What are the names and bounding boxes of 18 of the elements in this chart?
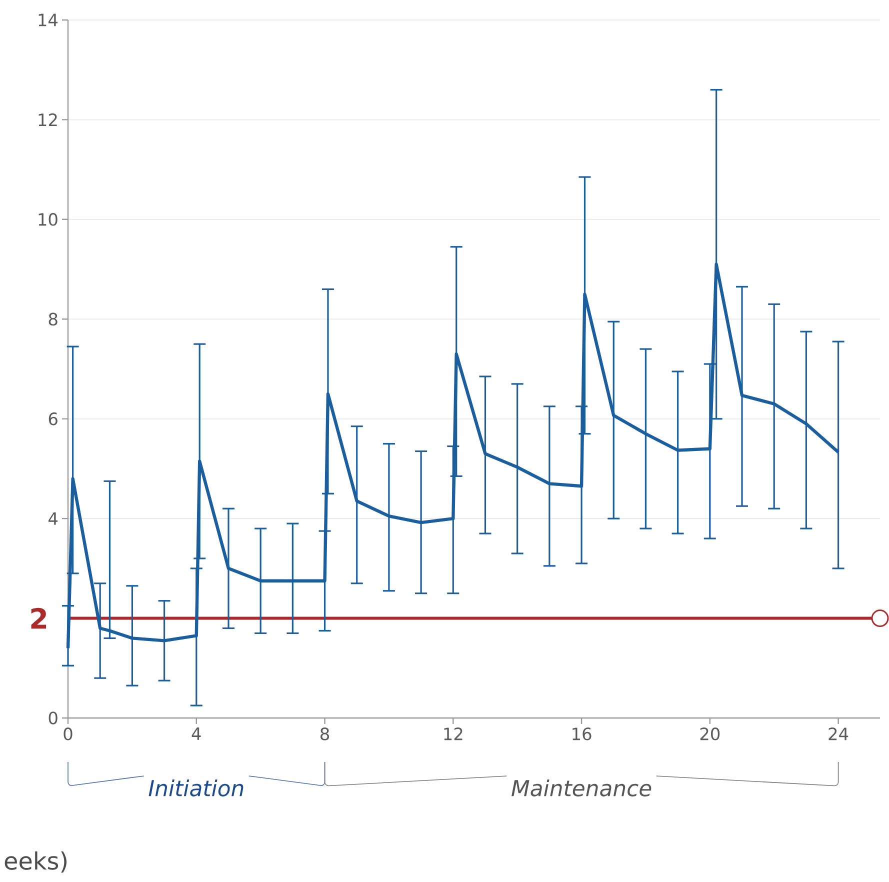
x-tick-label: 8 bbox=[320, 727, 330, 740]
y-tick-label: 4 bbox=[48, 512, 58, 525]
text: Initiation bbox=[148, 780, 244, 796]
x-tick-label: 16 bbox=[572, 727, 592, 740]
ref-line-label: 2 bbox=[31, 608, 46, 629]
y-tick-label: 6 bbox=[48, 412, 58, 426]
y-tick-label: 12 bbox=[38, 113, 57, 126]
y-tick-label: 8 bbox=[48, 312, 58, 326]
y-tick-label: 0 bbox=[48, 712, 58, 724]
x-axis-title: eeks) bbox=[4, 851, 67, 873]
x-tick-label: 20 bbox=[700, 727, 720, 740]
x-tick-label: 24 bbox=[828, 727, 848, 740]
x-tick-label: 0 bbox=[64, 727, 72, 740]
x-tick-label: 4 bbox=[192, 728, 201, 740]
text: Maintenance bbox=[512, 780, 652, 796]
y-tick-label: 10 bbox=[38, 212, 58, 226]
y-tick-label: 14 bbox=[38, 14, 58, 26]
x-tick-label: 12 bbox=[444, 727, 462, 740]
